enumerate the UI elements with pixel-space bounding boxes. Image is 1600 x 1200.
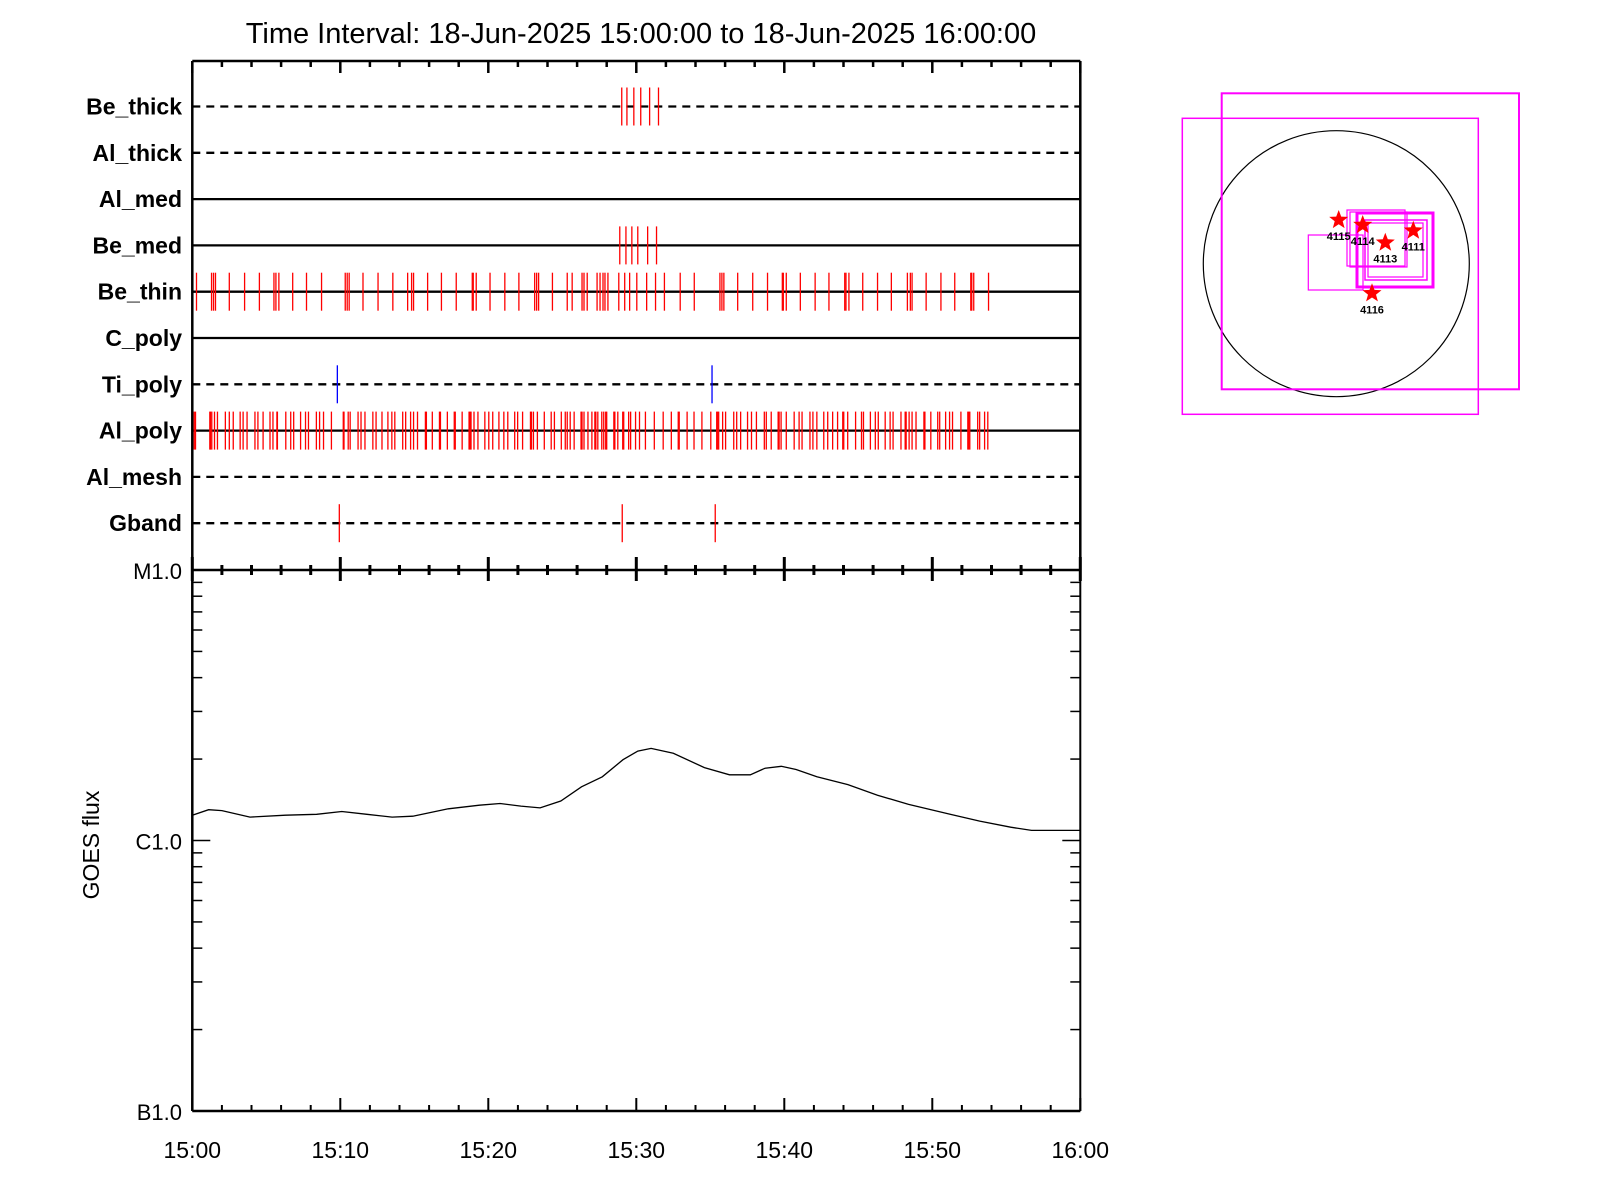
fov-rectangle [1367,222,1424,278]
x-tick-label: 15:10 [312,1137,370,1163]
chart-title: Time Interval: 18-Jun-2025 15:00:00 to 1… [246,18,1037,50]
filter-row-c-poly: C_poly [105,325,1081,351]
active-region-label: 4115 [1327,231,1351,243]
x-tick-label: 15:00 [164,1137,222,1163]
x-tick-label: 15:40 [756,1137,814,1163]
x-tick-label: 15:50 [904,1137,962,1163]
filter-label: Al_thick [93,140,183,166]
active-region-label: 4116 [1360,304,1384,316]
x-tick-label: 15:20 [460,1137,518,1163]
filter-row-be-thick: Be_thick [86,87,1081,126]
y-tick-label: B1.0 [137,1100,182,1125]
active-region-label: 4111 [1402,242,1425,254]
filter-label: Al_poly [99,418,182,444]
solar-disk [1202,130,1470,398]
x-tick-label: 16:00 [1052,1137,1110,1163]
filter-label: Gband [109,510,182,536]
filter-row-al-med: Al_med [99,186,1081,212]
fov-rectangle [1181,117,1480,416]
sun-map: 4115 4114 4113 4111 4116 [1181,92,1520,416]
active-region-label: 4114 [1351,236,1376,248]
fov-rectangle [1220,92,1520,391]
y-tick-label: C1.0 [136,830,182,855]
filter-label: Ti_poly [102,371,182,397]
filter-row-al-poly: Al_poly [99,411,1081,450]
fov-rectangle [1346,209,1406,267]
filter-label: Be_thin [98,279,182,305]
filter-label: Al_med [99,186,182,212]
active-region-star-icon [1329,210,1349,229]
filter-row-gband: Gband [109,504,1081,543]
active-region-star-icon [1362,283,1382,302]
fov-rectangle [1355,211,1435,289]
filter-label: Be_thick [86,94,182,120]
filter-row-al-mesh: Al_mesh [86,464,1081,490]
y-tick-label: M1.0 [133,559,182,584]
filter-label: Al_mesh [86,464,182,490]
goes-flux-panel: M1.0 C1.0 B1.0 15:00 15:10 15:20 15:30 15:40 15:… [78,559,1109,1163]
goes-flux-line [192,747,1081,832]
y-axis-label: GOES flux [78,790,104,899]
filter-row-ti-poly: Ti_poly [102,365,1081,404]
x-tick-label: 15:30 [608,1137,666,1163]
filter-row-be-med: Be_med [93,226,1081,265]
active-region-star-icon [1375,232,1395,251]
filter-row-be-thin: Be_thin [98,272,1081,311]
filter-label: Be_med [93,232,182,258]
fov-rectangle [1307,234,1364,291]
active-region-label: 4113 [1373,254,1397,266]
active-region-star-icon [1403,220,1423,239]
fov-rectangle [1364,219,1428,281]
active-region-star-icon [1353,215,1373,234]
filter-row-al-thick: Al_thick [93,140,1081,166]
filter-timeline-panel: Be_thick Al_thick Al_med Be_med Be_thin C_pol… [86,59,1082,581]
filter-label: C_poly [105,325,182,351]
